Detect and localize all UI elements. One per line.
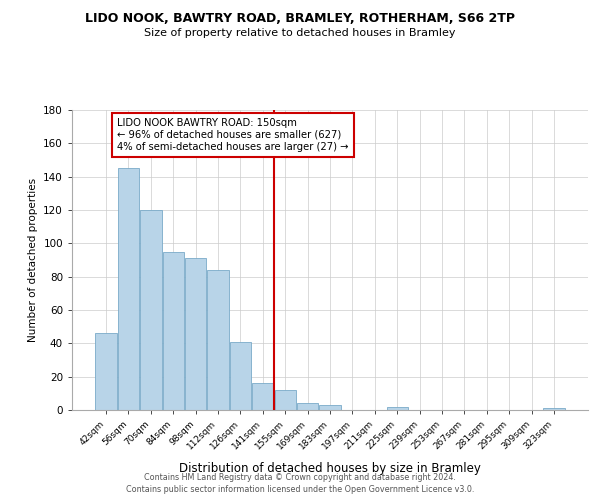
Bar <box>185 258 206 410</box>
X-axis label: Distribution of detached houses by size in Bramley: Distribution of detached houses by size … <box>179 462 481 475</box>
Bar <box>275 390 296 410</box>
Bar <box>543 408 565 410</box>
Text: LIDO NOOK, BAWTRY ROAD, BRAMLEY, ROTHERHAM, S66 2TP: LIDO NOOK, BAWTRY ROAD, BRAMLEY, ROTHERH… <box>85 12 515 26</box>
Bar <box>118 168 139 410</box>
Bar <box>230 342 251 410</box>
Bar <box>252 384 274 410</box>
Bar <box>297 404 318 410</box>
Bar <box>319 405 341 410</box>
Bar <box>208 270 229 410</box>
Bar <box>140 210 161 410</box>
Text: Contains public sector information licensed under the Open Government Licence v3: Contains public sector information licen… <box>126 485 474 494</box>
Y-axis label: Number of detached properties: Number of detached properties <box>28 178 38 342</box>
Text: LIDO NOOK BAWTRY ROAD: 150sqm
← 96% of detached houses are smaller (627)
4% of s: LIDO NOOK BAWTRY ROAD: 150sqm ← 96% of d… <box>117 118 349 152</box>
Text: Size of property relative to detached houses in Bramley: Size of property relative to detached ho… <box>144 28 456 38</box>
Bar <box>95 334 117 410</box>
Bar <box>386 406 408 410</box>
Text: Contains HM Land Registry data © Crown copyright and database right 2024.: Contains HM Land Registry data © Crown c… <box>144 472 456 482</box>
Bar <box>163 252 184 410</box>
